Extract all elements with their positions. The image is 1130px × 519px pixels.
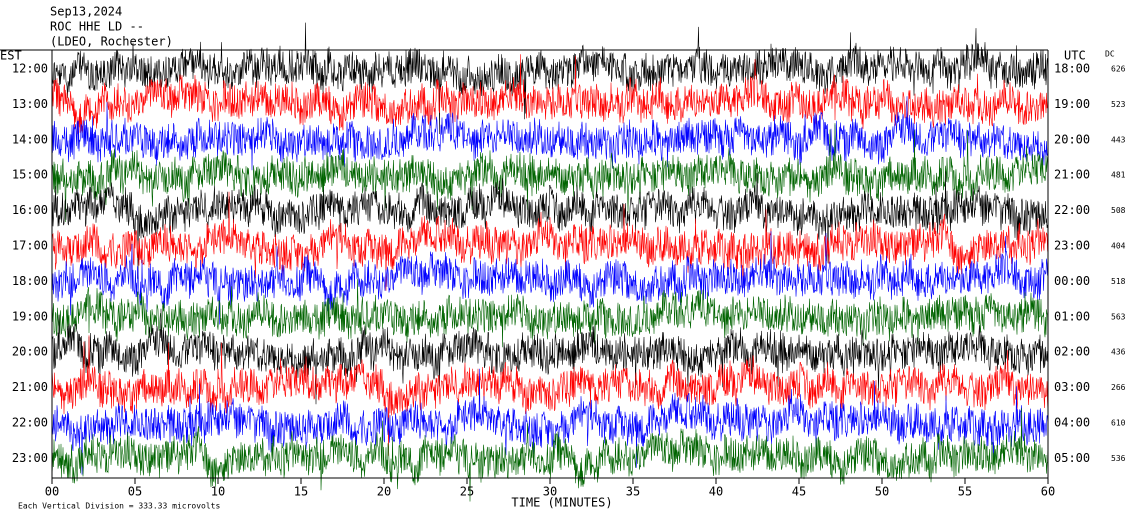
dc-value: 626: [1111, 65, 1126, 74]
x-tick-label: 20: [377, 485, 391, 499]
dc-value: 523: [1111, 100, 1126, 109]
left-axis-label: EST: [0, 49, 22, 63]
x-tick-label: 35: [626, 485, 640, 499]
dc-label: DC: [1105, 50, 1115, 59]
trace: [51, 96, 1049, 171]
x-tick-label: 60: [1041, 485, 1055, 499]
est-label: 21:00: [12, 380, 48, 394]
right-axis-label: UTC: [1064, 49, 1086, 63]
dc-value: 266: [1111, 383, 1126, 392]
trace: [51, 123, 1049, 223]
x-tick-label: 50: [875, 485, 889, 499]
utc-label: 18:00: [1054, 62, 1090, 76]
utc-label: 20:00: [1054, 132, 1090, 146]
est-label: 12:00: [12, 62, 48, 76]
dc-value: 404: [1111, 242, 1126, 251]
est-label: 23:00: [12, 451, 48, 465]
dc-value: 563: [1111, 312, 1126, 321]
dc-value: 610: [1111, 419, 1126, 428]
utc-label: 22:00: [1054, 203, 1090, 217]
trace: [51, 231, 1049, 325]
utc-label: 03:00: [1054, 380, 1090, 394]
trace: [51, 368, 1049, 475]
x-tick-label: 10: [211, 485, 225, 499]
trace: [51, 335, 1049, 456]
trace: [51, 22, 1049, 135]
utc-label: 04:00: [1054, 416, 1090, 430]
utc-label: 00:00: [1054, 274, 1090, 288]
est-label: 16:00: [12, 203, 48, 217]
utc-label: 02:00: [1054, 345, 1090, 359]
x-tick-label: 05: [128, 485, 142, 499]
x-tick-label: 40: [709, 485, 723, 499]
trace: [51, 191, 1049, 291]
est-label: 13:00: [12, 97, 48, 111]
x-axis-title: TIME (MINUTES): [511, 496, 612, 510]
footer: Each Vertical Division = 333.33 microvol…: [18, 502, 220, 511]
trace: [51, 54, 1049, 135]
utc-label: 21:00: [1054, 168, 1090, 182]
dc-value: 443: [1111, 135, 1126, 144]
est-label: 22:00: [12, 416, 48, 430]
x-tick-label: 45: [792, 485, 806, 499]
est-label: 19:00: [12, 309, 48, 323]
header-station: ROC HHE LD --: [50, 20, 144, 34]
dc-value: 508: [1111, 206, 1126, 215]
header-network: (LDEO, Rochester): [50, 35, 173, 49]
utc-label: 01:00: [1054, 309, 1090, 323]
x-tick-label: 30: [543, 485, 557, 499]
x-tick-label: 15: [294, 485, 308, 499]
dc-value: 518: [1111, 277, 1126, 286]
est-label: 15:00: [12, 168, 48, 182]
dc-value: 436: [1111, 348, 1126, 357]
trace: [51, 408, 1049, 502]
est-label: 18:00: [12, 274, 48, 288]
est-label: 17:00: [12, 239, 48, 253]
x-tick-label: 00: [45, 485, 59, 499]
utc-label: 19:00: [1054, 97, 1090, 111]
trace: [51, 308, 1049, 405]
est-label: 14:00: [12, 132, 48, 146]
utc-label: 23:00: [1054, 239, 1090, 253]
dc-value: 536: [1111, 454, 1126, 463]
trace: [51, 171, 1049, 279]
header-date: Sep13,2024: [50, 5, 122, 19]
dc-value: 481: [1111, 171, 1126, 180]
traces: [51, 22, 1049, 502]
est-label: 20:00: [12, 345, 48, 359]
utc-label: 05:00: [1054, 451, 1090, 465]
trace: [51, 279, 1049, 348]
x-tick-label: 25: [460, 485, 474, 499]
x-tick-label: 55: [958, 485, 972, 499]
